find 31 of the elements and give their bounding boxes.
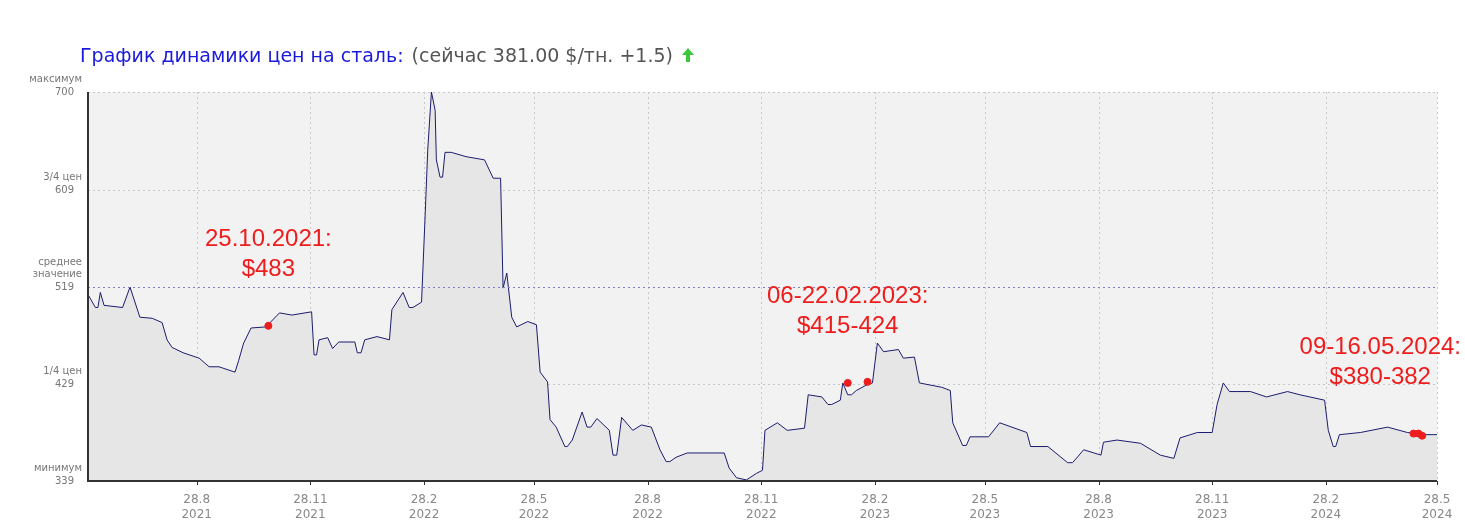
point [1418,431,1427,440]
y-tick-label: 429 [54,377,74,389]
y-tick-label: 339 [54,474,74,486]
x-tick-label: 28.2 2022 [408,492,440,521]
point [264,321,273,330]
x-tick-label: 28.5 2024 [1421,492,1453,521]
x-tick-label: 28.11 2022 [744,492,779,521]
y-tick-label: 609 [54,183,74,195]
text: 3/4 цен [43,171,82,183]
text: максимум [29,73,82,84]
y-tick-label: 519 [54,280,74,292]
point [863,377,872,386]
x-tick-label: 28.5 2023 [969,492,1001,521]
chart-subtitle: (сейчас 381.00 $/тн. +1.5) [411,44,673,66]
x-tick-label: 28.11 2023 [1194,492,1230,521]
x-tick-label: 28.8 2022 [632,492,663,521]
text: минимум [33,462,82,473]
x-tick-label: 28.8 2023 [1083,492,1114,521]
annotation: 06-22.02.2023: $415-424 [767,280,929,338]
text: 1/4 цен [43,365,82,377]
x-tick-label: 28.8 2021 [181,492,212,521]
x-tick-label: 28.11 2021 [293,492,328,521]
chart-title: График динамики цен на сталь: [80,44,404,66]
y-tick-label: 700 [54,85,74,97]
text: среднее значение [32,256,82,280]
x-tick-label: 28.2 2024 [1310,492,1342,521]
annotation: 09-16.05.2024: $380-382 [1299,331,1462,389]
x-tick-label: 28.2 2023 [859,492,891,521]
annotation: 25.10.2021: $483 [204,223,332,281]
point [843,378,852,387]
x-tick-label: 28.5 2022 [518,492,550,521]
